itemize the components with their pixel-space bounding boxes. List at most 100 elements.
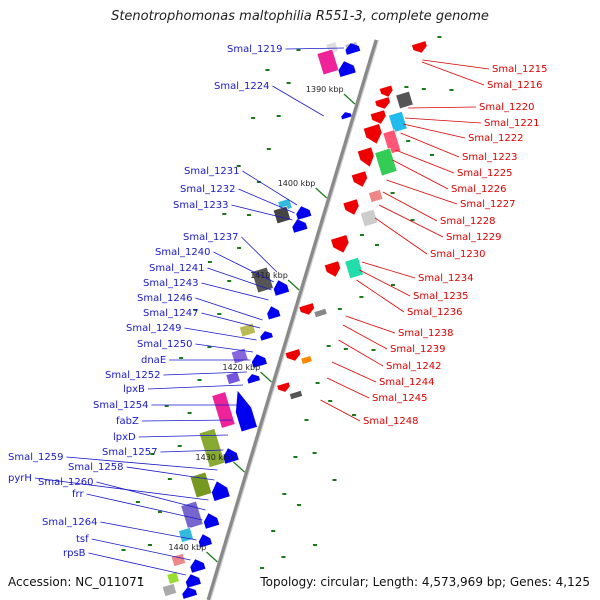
tick-mark (260, 567, 265, 569)
right-gene-label: Smal_1227 (460, 199, 515, 210)
right-leader-line (326, 377, 370, 399)
left-leader-line (160, 449, 224, 453)
tick-mark (197, 379, 202, 381)
forward-gene-arrow (341, 112, 352, 120)
tick-mark (157, 511, 162, 513)
tick-mark (217, 313, 222, 315)
right-leader-line (342, 324, 388, 350)
right-leader-line (408, 106, 477, 109)
tick-mark (265, 69, 270, 71)
left-leader-line (184, 327, 257, 341)
right-leader-line (382, 191, 438, 222)
tick-mark (343, 348, 348, 350)
tick-mark (138, 577, 143, 579)
reverse-gene-arrow (357, 147, 374, 167)
tick-mark (449, 89, 454, 91)
forward-gene-arrow (211, 481, 230, 501)
left-gene-label: Smal_1237 (183, 232, 238, 243)
gene-block (344, 256, 364, 280)
tick-mark (328, 400, 333, 402)
left-leader-line (34, 477, 209, 501)
tick-mark (360, 234, 364, 236)
right-leader-line (392, 159, 449, 190)
reverse-gene-arrow (370, 110, 386, 124)
left-leader-line (231, 204, 293, 221)
tick-mark (359, 296, 364, 298)
forward-gene-arrow (345, 43, 361, 55)
left-gene-label: Smal_1249 (126, 323, 181, 334)
forward-gene-arrow (260, 331, 273, 341)
tick-mark (207, 346, 212, 348)
scale-label: 1410 kbp (250, 271, 288, 280)
tick-mark (282, 493, 287, 495)
forward-gene-arrow (182, 587, 198, 599)
left-gene-label: Smal_1240 (155, 247, 210, 258)
right-gene-label: Smal_1235 (413, 291, 468, 302)
tick-mark (148, 544, 152, 546)
left-leader-line (100, 521, 197, 541)
scale-tick-line (206, 551, 218, 563)
gene-block (289, 390, 303, 400)
tick-mark (352, 414, 356, 416)
right-leader-line (359, 269, 411, 297)
right-gene-labels: Smal_1215 Smal_1216 Smal_1220 Smal_1221 Smal… (320, 59, 547, 427)
tick-mark (227, 280, 232, 282)
forward-gene-arrow (203, 513, 220, 529)
tick-mark (222, 213, 227, 215)
tick-mark (237, 247, 242, 249)
gene-block (359, 208, 379, 228)
left-gene-label: frr (72, 489, 84, 500)
gene-block (211, 391, 236, 429)
left-leader-line (138, 434, 229, 438)
tick-mark (150, 453, 155, 455)
left-gene-label: pyrH (8, 473, 32, 484)
tick-mark (430, 154, 434, 156)
right-gene-label: Smal_1220 (479, 102, 534, 113)
left-gene-label: Smal_1219 (227, 44, 282, 55)
tick-mark (164, 405, 169, 407)
reverse-gene-arrow (331, 235, 349, 253)
reverse-gene-arrow (363, 124, 382, 144)
left-gene-label: fabZ (116, 416, 139, 427)
scale-label: 1400 kbp (278, 179, 316, 188)
left-gene-label: Smal_1258 (68, 462, 123, 473)
scale-tick-line (315, 187, 328, 199)
left-leader-line (91, 538, 191, 561)
scale-label: 1430 kbp (196, 453, 234, 462)
right-gene-label: Smal_1242 (386, 361, 441, 372)
gene-block (225, 371, 241, 385)
tick-mark (177, 445, 182, 447)
left-gene-label: Smal_1241 (149, 263, 204, 274)
tick-mark (296, 49, 301, 51)
tick-mark (406, 140, 411, 142)
right-gene-label: Smal_1222 (468, 133, 523, 144)
gene-block (272, 205, 292, 225)
tick-mark (297, 504, 301, 506)
gene-block (388, 110, 408, 134)
gene-block (180, 500, 204, 530)
gene-features (161, 41, 427, 599)
reverse-gene-arrow (379, 85, 393, 97)
reverse-gene-arrow (299, 303, 315, 315)
reverse-gene-arrow (285, 349, 301, 361)
forward-gene-arrow (190, 559, 206, 573)
tick-mark (404, 86, 409, 88)
tick-mark (375, 244, 379, 246)
left-leader-line (96, 481, 206, 511)
right-leader-line (422, 59, 490, 70)
left-gene-label: lpxB (123, 384, 145, 395)
left-leader-line (141, 419, 233, 422)
left-leader-line (195, 343, 253, 353)
right-gene-label: Smal_1223 (462, 152, 517, 163)
left-gene-label: Smal_1260 (38, 477, 93, 488)
left-gene-label: rpsB (63, 548, 86, 559)
left-gene-label: Smal_1243 (143, 278, 198, 289)
tick-mark (410, 219, 415, 221)
left-gene-label: lpxD (113, 432, 136, 443)
right-gene-label: Smal_1221 (484, 118, 539, 129)
right-gene-label: Smal_1236 (407, 307, 462, 318)
right-leader-line (338, 339, 384, 367)
right-gene-label: Smal_1244 (379, 377, 434, 388)
tick-mark (390, 192, 395, 194)
